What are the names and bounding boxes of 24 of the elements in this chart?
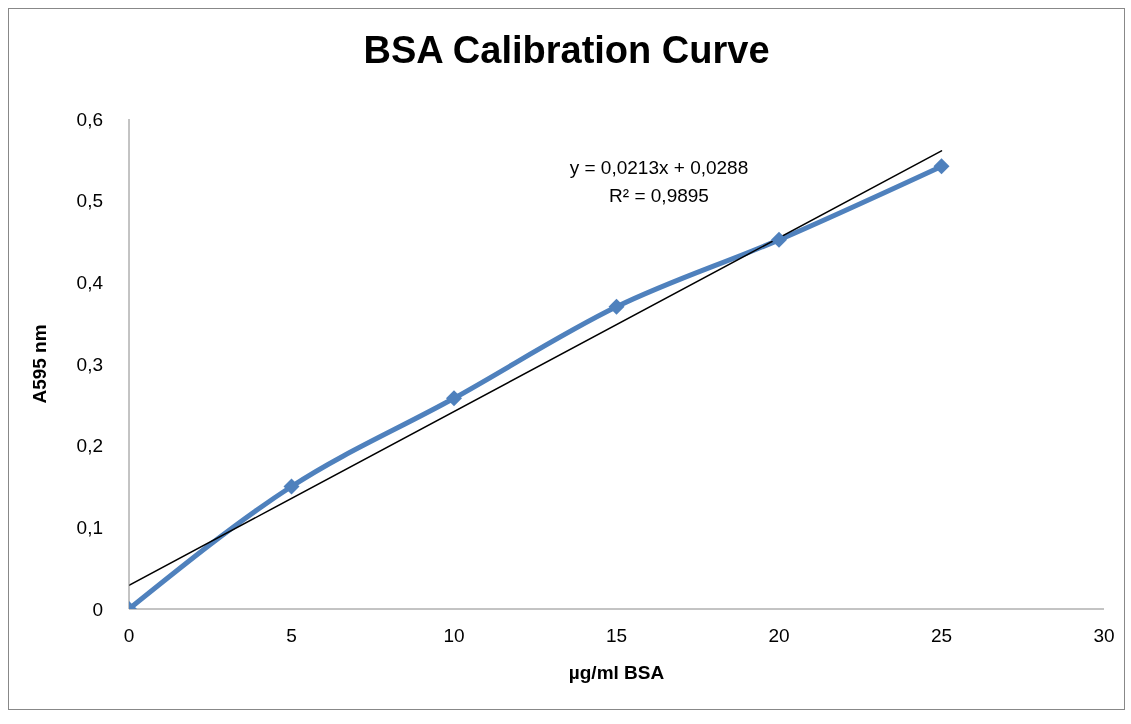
x-tick-label: 15 [605, 625, 628, 647]
y-tick-label: 0,5 [76, 190, 103, 212]
point [933, 158, 950, 175]
point [446, 390, 462, 407]
annotation: y = 0,0213x + 0,0288 [568, 156, 750, 180]
y-tick-label: 0,1 [76, 517, 103, 539]
point [608, 298, 625, 315]
point [771, 231, 787, 248]
x-axis-title: µg/ml BSA [568, 662, 665, 683]
y-tick-label: 0,4 [76, 272, 104, 294]
y-tick-label: 0 [92, 598, 103, 620]
x-tick-label: 30 [1093, 625, 1115, 647]
x-tick-label: 10 [443, 625, 465, 647]
y-tick-label: 0,2 [76, 435, 103, 457]
x-tick-label: 25 [930, 625, 953, 647]
chart-title: BSA Calibration Curve [362, 29, 771, 72]
x-tick-label: 5 [286, 625, 297, 647]
y-tick-label: 0,3 [76, 353, 103, 375]
y-axis-title: A595 nm [28, 324, 50, 404]
y-tick-label: 0,6 [76, 108, 103, 130]
x-tick-label: 20 [768, 625, 790, 647]
annotation: R² = 0,9895 [608, 184, 710, 208]
point [283, 478, 300, 495]
x-tick-label: 0 [123, 625, 135, 647]
